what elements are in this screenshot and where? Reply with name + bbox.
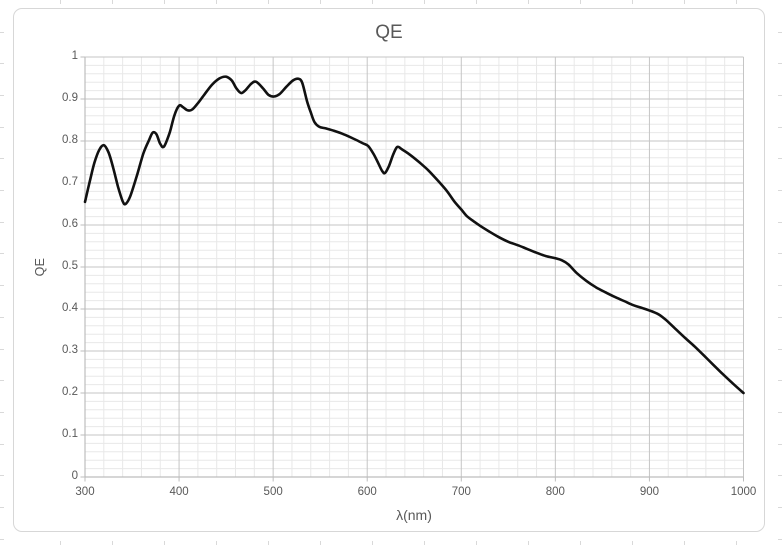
cell-gridline-stub [778, 475, 782, 477]
cell-gridline-stub [476, 0, 477, 4]
cell-gridline-stub [216, 541, 217, 545]
cell-gridline-stub [778, 63, 782, 65]
cell-gridline-stub [528, 541, 529, 545]
cell-gridline-stub [778, 221, 782, 223]
cell-gridline-stub [0, 158, 4, 160]
x-tick-label: 800 [545, 486, 565, 498]
cell-gridline-stub [60, 0, 61, 4]
cell-gridline-stub [112, 0, 113, 4]
cell-gridline-stub [372, 0, 373, 4]
cell-gridline-stub [778, 411, 782, 413]
cell-gridline-stub [778, 538, 782, 540]
cell-gridline-stub [778, 94, 782, 96]
y-tick-label: 0 [71, 470, 78, 482]
cell-gridline-stub [0, 253, 4, 255]
cell-gridline-stub [0, 411, 4, 413]
cell-gridline-stub [684, 0, 685, 4]
cell-gridline-stub [778, 443, 782, 445]
cell-gridline-stub [0, 348, 4, 350]
x-tick-label: 900 [639, 486, 660, 498]
cell-gridline-stub [0, 31, 4, 33]
y-tick-label: 0.7 [62, 176, 78, 188]
y-tick-label: 0.2 [62, 386, 78, 398]
cell-gridline-stub [778, 31, 782, 33]
y-tick-label: 0.8 [62, 134, 78, 146]
y-tick-label: 0.5 [62, 260, 78, 272]
cell-gridline-stub [216, 0, 217, 4]
cell-gridline-stub [112, 541, 113, 545]
cell-gridline-stub [424, 541, 425, 545]
cell-gridline-stub [0, 285, 4, 287]
y-tick-label: 0.1 [62, 428, 78, 440]
cell-gridline-stub [778, 316, 782, 318]
y-tick-label: 0.6 [62, 218, 78, 230]
cell-gridline-stub [164, 541, 165, 545]
cell-gridline-stub [268, 541, 269, 545]
cell-gridline-stub [0, 221, 4, 223]
chart-title: QE [375, 22, 403, 43]
cell-gridline-stub [0, 190, 4, 191]
cell-gridline-stub [778, 126, 782, 128]
x-tick-label: 700 [451, 486, 471, 498]
cell-gridline-stub [778, 190, 782, 191]
cell-gridline-stub [778, 380, 782, 382]
cell-gridline-stub [164, 0, 165, 4]
y-tick-label: 0.9 [62, 92, 78, 104]
cell-gridline-stub [580, 541, 581, 545]
cell-gridline-stub [0, 126, 4, 128]
cell-gridline-stub [268, 0, 269, 4]
cell-gridline-stub [528, 0, 529, 4]
cell-gridline-stub [778, 158, 782, 160]
cell-gridline-stub [0, 475, 4, 477]
cell-gridline-stub [580, 0, 581, 4]
y-tick-label: 0.3 [62, 344, 78, 356]
cell-gridline-stub [778, 285, 782, 287]
cell-gridline-stub [0, 538, 4, 540]
x-tick-label: 1000 [730, 486, 757, 498]
cell-gridline-stub [0, 316, 4, 318]
cell-gridline-stub [632, 0, 633, 4]
y-tick-label: 0.4 [62, 302, 78, 314]
y-tick-label: 1 [71, 50, 78, 62]
cell-gridline-stub [684, 541, 685, 545]
cell-gridline-stub [320, 541, 321, 545]
cell-gridline-stub [736, 0, 737, 4]
cell-gridline-stub [778, 507, 782, 508]
qe-series-curve [83, 75, 745, 395]
cell-gridline-stub [0, 94, 4, 96]
cell-gridline-stub [0, 507, 4, 508]
cell-gridline-stub [778, 253, 782, 255]
cell-gridline-stub [778, 348, 782, 350]
cell-gridline-stub [0, 443, 4, 445]
cell-gridline-stub [476, 541, 477, 545]
x-tick-label: 500 [263, 486, 283, 498]
cell-gridline-stub [60, 541, 61, 545]
x-tick-label: 600 [357, 486, 377, 498]
cell-gridline-stub [424, 0, 425, 4]
chart-object[interactable] [13, 8, 765, 532]
cell-gridline-stub [0, 63, 4, 65]
cell-gridline-stub [0, 380, 4, 382]
x-axis-title: λ(nm) [396, 507, 432, 523]
cell-gridline-stub [320, 0, 321, 4]
cell-gridline-stub [736, 541, 737, 545]
cell-gridline-stub [372, 541, 373, 545]
x-tick-label: 400 [169, 486, 189, 498]
cell-gridline-stub [632, 541, 633, 545]
x-tick-label: 300 [75, 486, 95, 498]
